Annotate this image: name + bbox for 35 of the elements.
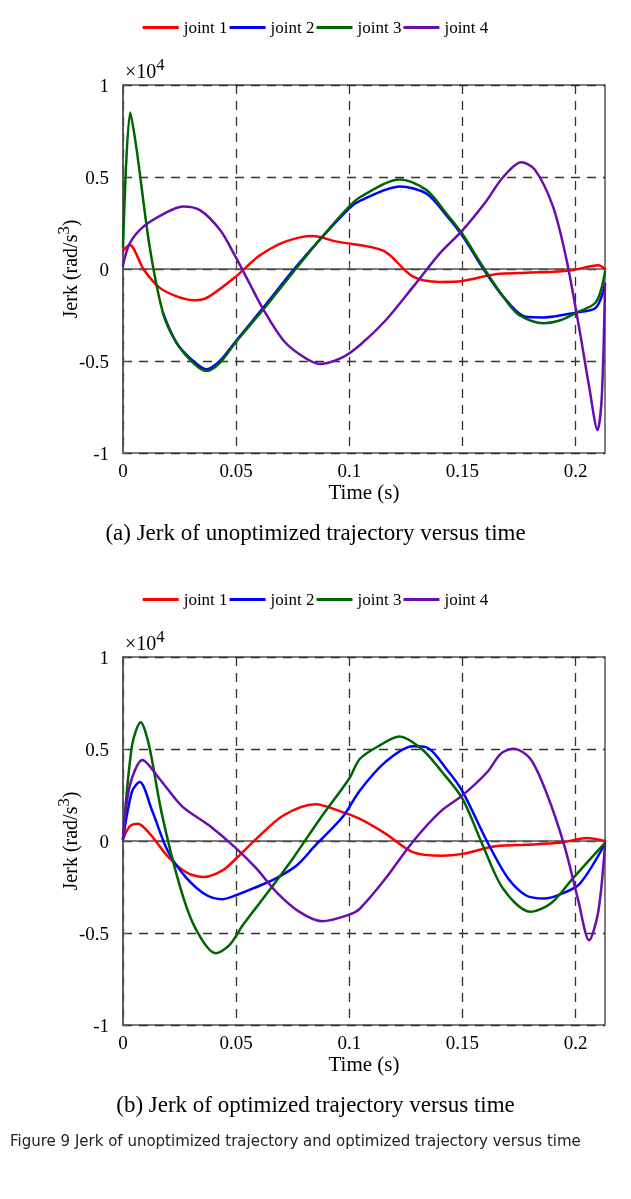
- y-tick-label: 0: [99, 258, 109, 280]
- y-tick-label: 0.5: [85, 166, 109, 188]
- x-tick-label: 0.05: [219, 1032, 253, 1053]
- text: ×10$^{4}$: [125, 55, 165, 83]
- x-axis-title: Time (s): [327, 480, 401, 505]
- y-tick-label: -0.5: [78, 922, 109, 944]
- legend-label: joint 4: [443, 590, 489, 609]
- x-tick-label: 0.05: [219, 460, 253, 481]
- x-tick-label: 0: [118, 1032, 128, 1053]
- legend-label: joint 4: [443, 18, 489, 37]
- x-tick-label: 0.1: [337, 460, 362, 481]
- legend-label: joint 1: [182, 18, 228, 37]
- legend-label: joint 2: [269, 590, 315, 609]
- y-tick-label: 0.5: [85, 738, 109, 760]
- x-tick-label: 0.2: [563, 1032, 588, 1053]
- y-tick-label: -1: [93, 1014, 109, 1036]
- x-axis-title: Time (s): [327, 1052, 401, 1077]
- legend-label: joint 3: [356, 18, 402, 37]
- y-tick-label: 0: [99, 830, 109, 852]
- y-tick-label: -1: [93, 442, 109, 464]
- text: (a) Jerk of unoptimized trajectory versus time: [104, 520, 527, 546]
- x-tick-label: 0: [118, 460, 128, 481]
- x-tick-label: 0.15: [445, 1032, 480, 1053]
- legend-label: joint 3: [356, 590, 402, 609]
- x-tick-label: 0.2: [563, 460, 588, 481]
- text: ×10$^{4}$: [125, 627, 165, 655]
- y-tick-label: 1: [99, 74, 109, 96]
- x-tick-label: 0.15: [445, 460, 480, 481]
- legend-label: joint 1: [182, 590, 228, 609]
- y-tick-label: 1: [99, 646, 109, 668]
- y-tick-label: -0.5: [78, 350, 109, 372]
- x-tick-label: 0.1: [337, 1032, 362, 1053]
- legend-label: joint 2: [269, 18, 315, 37]
- caption: Figure 9 Jerk of unoptimized trajectory and optimized trajectory versus time: [10, 1132, 582, 1150]
- text: (b) Jerk of optimized trajectory versus time: [115, 1092, 516, 1118]
